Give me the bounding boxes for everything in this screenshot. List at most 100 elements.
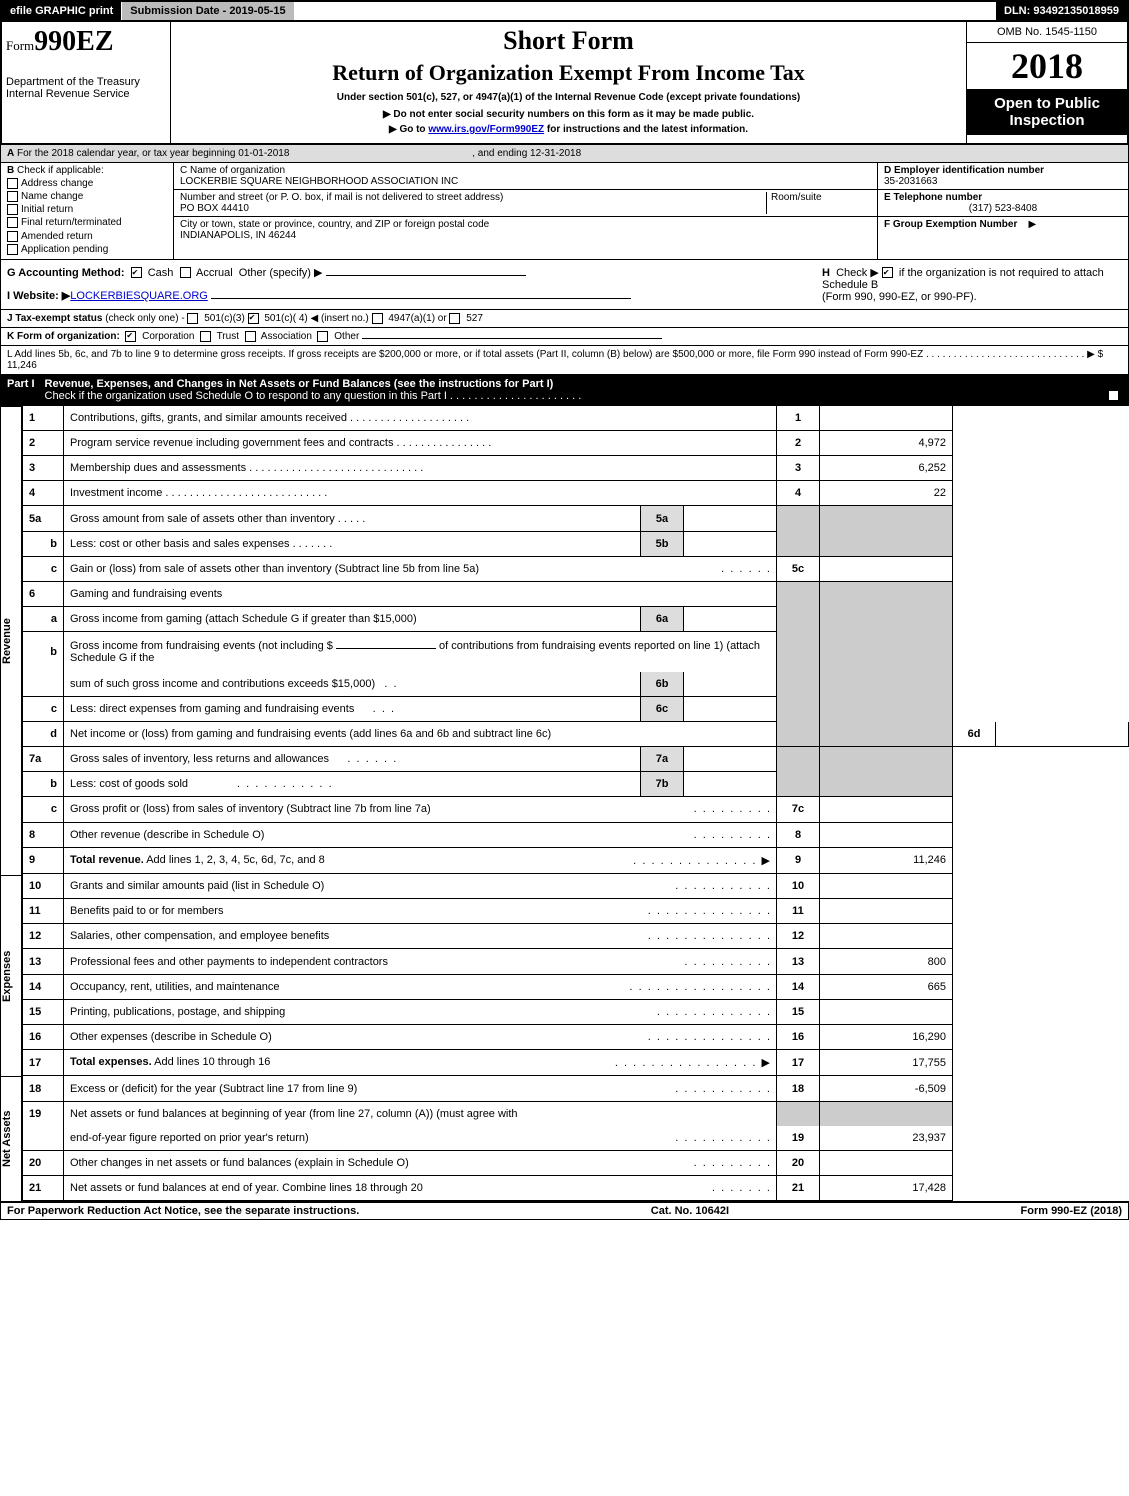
line-6c: c Less: direct expenses from gaming and … (23, 696, 1129, 721)
section-g-h: G Accounting Method: Cash Accrual Other … (0, 260, 1129, 310)
line-5a: 5a Gross amount from sale of assets othe… (23, 506, 1129, 531)
line-6a: a Gross income from gaming (attach Sched… (23, 606, 1129, 631)
checkbox-501c[interactable] (248, 313, 259, 324)
part-1-table: 1 Contributions, gifts, grants, and simi… (22, 406, 1129, 1201)
line-18: 18 Excess or (deficit) for the year (Sub… (23, 1076, 1129, 1101)
paperwork-notice: For Paperwork Reduction Act Notice, see … (7, 1205, 359, 1217)
line-11: 11 Benefits paid to or for members. . . … (23, 899, 1129, 924)
checkbox-h[interactable] (882, 267, 893, 278)
form-header: Form990EZ Department of the Treasury Int… (0, 22, 1129, 145)
page-footer: For Paperwork Reduction Act Notice, see … (0, 1201, 1129, 1220)
line-9: 9 Total revenue. Add lines 1, 2, 3, 4, 5… (23, 847, 1129, 873)
line-10: 10 Grants and similar amounts paid (list… (23, 874, 1129, 899)
city-state-zip: INDIANAPOLIS, IN 46244 (180, 230, 871, 241)
checkbox-schedule-o[interactable] (1108, 390, 1119, 401)
city-label: City or town, state or province, country… (180, 219, 871, 230)
line-7a: 7a Gross sales of inventory, less return… (23, 747, 1129, 772)
return-title: Return of Organization Exempt From Incom… (175, 60, 962, 86)
label-f: F Group Exemption Number ▶ (884, 219, 1122, 230)
efile-print-button[interactable]: efile GRAPHIC print (2, 2, 122, 20)
line-14: 14 Occupancy, rent, utilities, and maint… (23, 974, 1129, 999)
tax-year-begin: For the 2018 calendar year, or tax year … (17, 148, 289, 159)
do-not-enter-text: ▶ Do not enter social security numbers o… (175, 109, 962, 120)
checkbox-cash[interactable] (131, 267, 142, 278)
section-h: H Check ▶ if the organization is not req… (816, 260, 1128, 309)
dept-line1: Department of the Treasury (6, 76, 166, 88)
line-19-2: end-of-year figure reported on prior yea… (23, 1126, 1129, 1150)
line-15: 15 Printing, publications, postage, and … (23, 999, 1129, 1024)
line-4: 4 Investment income . . . . . . . . . . … (23, 481, 1129, 506)
website-link[interactable]: LOCKERBIESQUARE.ORG (70, 290, 208, 302)
line-2: 2 Program service revenue including gove… (23, 431, 1129, 456)
website-line: I Website: ▶LOCKERBIESQUARE.ORG (7, 289, 810, 302)
line-3: 3 Membership dues and assessments . . . … (23, 456, 1129, 481)
checkbox-accrual[interactable] (180, 267, 191, 278)
line-17: 17 Total expenses. Add lines 10 through … (23, 1049, 1129, 1075)
form-number: Form990EZ (6, 26, 166, 58)
room-suite-label: Room/suite (766, 192, 871, 214)
line-16: 16 Other expenses (describe in Schedule … (23, 1024, 1129, 1049)
checkbox-application-pending[interactable]: Application pending (7, 244, 167, 255)
checkbox-501c3[interactable] (187, 313, 198, 324)
part-1-title: Revenue, Expenses, and Changes in Net As… (45, 378, 554, 390)
checkbox-corporation[interactable] (125, 331, 136, 342)
line-6b-1: b Gross income from fundraising events (… (23, 632, 1129, 672)
checkbox-final-return[interactable]: Final return/terminated (7, 217, 167, 228)
line-5b: b Less: cost or other basis and sales ex… (23, 531, 1129, 556)
section-j: J Tax-exempt status (check only one) - 5… (0, 310, 1129, 328)
checkbox-amended-return[interactable]: Amended return (7, 231, 167, 242)
dept-treasury: Department of the Treasury Internal Reve… (6, 76, 166, 100)
expenses-side-label: Expenses (0, 875, 22, 1076)
cat-no: Cat. No. 10642I (651, 1205, 729, 1217)
checkbox-other-org[interactable] (317, 331, 328, 342)
checkbox-527[interactable] (449, 313, 460, 324)
tax-year: 2018 (967, 43, 1127, 89)
right-info-col: D Employer identification number 35-2031… (877, 163, 1128, 259)
checkbox-trust[interactable] (200, 331, 211, 342)
line-1: 1 Contributions, gifts, grants, and simi… (23, 406, 1129, 430)
under-section-text: Under section 501(c), 527, or 4947(a)(1)… (175, 92, 962, 103)
org-name: LOCKERBIE SQUARE NEIGHBORHOOD ASSOCIATIO… (180, 176, 871, 187)
accounting-method: G Accounting Method: Cash Accrual Other … (7, 266, 810, 279)
identification-block: B Check if applicable: Address change Na… (0, 163, 1129, 260)
form-ref: Form 990-EZ (2018) (1021, 1205, 1123, 1217)
line-12: 12 Salaries, other compensation, and emp… (23, 924, 1129, 949)
checkbox-name-change[interactable]: Name change (7, 191, 167, 202)
line-20: 20 Other changes in net assets or fund b… (23, 1150, 1129, 1175)
short-form-title: Short Form (175, 26, 962, 56)
open-to-public: Open to Public Inspection (967, 89, 1127, 135)
org-info: C Name of organization LOCKERBIE SQUARE … (174, 163, 877, 259)
submission-date: Submission Date - 2019-05-15 (122, 2, 293, 20)
line-7c: c Gross profit or (loss) from sales of i… (23, 797, 1129, 822)
check-if-applicable: Check if applicable: (17, 165, 104, 176)
label-c: C Name of organization (180, 165, 871, 176)
tax-year-end: , and ending 12-31-2018 (472, 148, 581, 159)
checkbox-association[interactable] (245, 331, 256, 342)
phone-value: (317) 523-8408 (884, 203, 1122, 214)
section-b-checkboxes: B Check if applicable: Address change Na… (1, 163, 174, 259)
section-l: L Add lines 5b, 6c, and 7b to line 9 to … (0, 346, 1129, 375)
checkbox-initial-return[interactable]: Initial return (7, 204, 167, 215)
po-box: PO BOX 44410 (180, 203, 766, 214)
section-k: K Form of organization: Corporation Trus… (0, 328, 1129, 346)
part-1-label: Part I (7, 378, 45, 402)
netassets-side-label: Net Assets (0, 1076, 22, 1201)
line-8: 8 Other revenue (describe in Schedule O)… (23, 822, 1129, 847)
dept-line2: Internal Revenue Service (6, 88, 166, 100)
revenue-side-label: Revenue (0, 406, 22, 875)
dln-label: DLN: 93492135018959 (996, 2, 1127, 20)
checkbox-4947[interactable] (372, 313, 383, 324)
line-6b-2: sum of such gross income and contributio… (23, 672, 1129, 696)
label-b: B (7, 165, 14, 176)
omb-number: OMB No. 1545-1150 (967, 22, 1127, 43)
goto-text: ▶ Go to www.irs.gov/Form990EZ for instru… (175, 124, 962, 135)
line-5c: c Gain or (loss) from sale of assets oth… (23, 556, 1129, 581)
top-bar: efile GRAPHIC print Submission Date - 20… (0, 0, 1129, 22)
line-19-1: 19 Net assets or fund balances at beginn… (23, 1101, 1129, 1125)
checkbox-address-change[interactable]: Address change (7, 178, 167, 189)
irs-link[interactable]: www.irs.gov/Form990EZ (428, 124, 544, 135)
label-d: D Employer identification number (884, 165, 1122, 176)
line-6d: d Net income or (loss) from gaming and f… (23, 722, 1129, 747)
form-990ez: 990EZ (34, 26, 113, 57)
line-13: 13 Professional fees and other payments … (23, 949, 1129, 974)
